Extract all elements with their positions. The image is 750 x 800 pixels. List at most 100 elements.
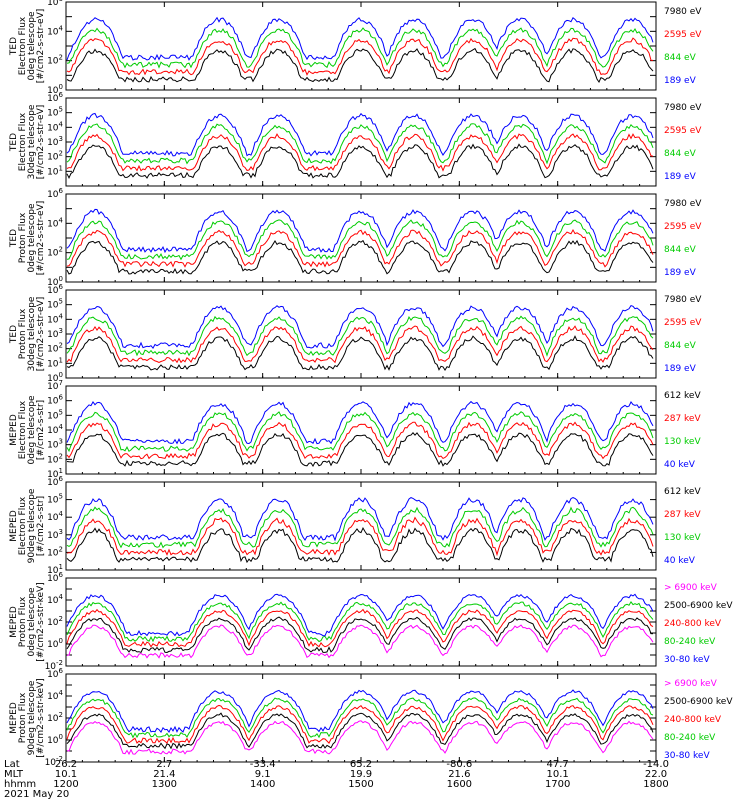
y-tick-label: 100	[47, 275, 63, 288]
series-line-1	[66, 624, 654, 659]
series-line-3	[66, 123, 654, 165]
legend-entry: 2500-6900 keV	[664, 697, 733, 707]
series-line-3	[66, 704, 654, 744]
series-line-4	[66, 208, 654, 254]
y-tick-label: 102	[47, 246, 63, 259]
legend-entry: 240-800 keV	[664, 619, 722, 629]
series-line-1	[66, 143, 654, 179]
y-tick-label: 102	[47, 452, 63, 465]
y-tick-label: 104	[47, 593, 63, 606]
y-tick-label: 101	[47, 467, 63, 480]
y-tick-label: 100	[47, 733, 63, 746]
y-tick-label: 10-2	[45, 659, 63, 672]
y-tick-label: 104	[47, 24, 63, 37]
legend-entry: > 6900 keV	[664, 679, 718, 689]
y-tick-label: 102	[47, 150, 63, 163]
series-line-1	[66, 720, 654, 756]
x-tick-label: 21.4	[153, 769, 175, 780]
legend-entry: 40 keV	[664, 556, 696, 566]
x-tick-label: 22.0	[645, 769, 667, 780]
series-line-3	[66, 506, 654, 549]
y-tick-label: 106	[47, 394, 63, 407]
x-tick-label: 1500	[348, 779, 373, 790]
x-tick-label: 1700	[545, 779, 570, 790]
legend-entry: 80-240 keV	[664, 733, 716, 743]
series-line-2	[66, 325, 654, 364]
x-tick-label: 1600	[447, 779, 472, 790]
y-tick-label: 103	[47, 528, 63, 541]
legend-entry: 189 eV	[664, 268, 697, 278]
x-tick-label: 9.1	[255, 769, 271, 780]
y-tick-label: 104	[47, 423, 63, 436]
legend-entry: 7980 eV	[664, 295, 702, 305]
y-tick-label: 105	[47, 493, 63, 506]
y-tick-label: 103	[47, 135, 63, 148]
legend-entry: 2500-6900 keV	[664, 601, 733, 611]
y-tick-label: 106	[47, 571, 63, 584]
x-tick-label: -14.0	[643, 759, 669, 770]
y-tick-label: 100	[47, 637, 63, 650]
y-tick-label: 105	[47, 298, 63, 311]
x-tick-label: -80.6	[446, 759, 472, 770]
series-line-3	[66, 608, 654, 648]
legend-entry: 2595 eV	[664, 222, 702, 232]
y-tick-label: 101	[47, 164, 63, 177]
y-tick-label: 103	[47, 438, 63, 451]
y-axis-label: MEPEDProton Flux0deg telescope[#/cm2-s-s…	[9, 582, 46, 661]
x-tick-label: 10.1	[547, 769, 569, 780]
legend-entry: 80-240 keV	[664, 637, 716, 647]
legend-entry: 130 keV	[664, 437, 701, 447]
series-line-1	[66, 527, 654, 564]
y-axis-label: TEDProton Flux0deg telescope[#/cm2-s-str…	[9, 201, 46, 276]
y-tick-label: 106	[47, 187, 63, 200]
legend-entry: 287 keV	[664, 510, 701, 520]
legend-entry: 2595 eV	[664, 126, 702, 136]
y-tick-label: 10-2	[45, 755, 63, 768]
series-line-2	[66, 516, 654, 557]
y-tick-label: 101	[47, 563, 63, 576]
y-tick-label: 107	[47, 379, 63, 392]
legend-entry: 189 eV	[664, 76, 697, 86]
x-tick-label: 19.9	[350, 769, 372, 780]
series-line-4	[66, 497, 654, 542]
series-line-3	[66, 219, 654, 261]
series-line-2	[66, 37, 654, 76]
xaxis-row-label-hhmm: hhmm	[4, 779, 36, 790]
xaxis-row-label-mlt: MLT	[4, 769, 24, 780]
x-tick-label: 21.6	[448, 769, 470, 780]
x-tick-label: 1800	[643, 779, 668, 790]
y-tick-label: 106	[47, 91, 63, 104]
y-tick-label: 103	[47, 327, 63, 340]
y-tick-label: 104	[47, 312, 63, 325]
y-tick-label: 100	[47, 83, 63, 96]
y-tick-label: 100	[47, 371, 63, 384]
x-tick-label: 1200	[53, 779, 78, 790]
y-tick-label: 105	[47, 408, 63, 421]
legend-entry: 287 keV	[664, 414, 701, 424]
series-line-2	[66, 228, 654, 268]
xaxis-date-label: 2021 May 20	[4, 789, 69, 800]
x-tick-label: 65.2	[350, 759, 372, 770]
y-tick-label: 106	[47, 667, 63, 680]
x-tick-label: 2.7	[156, 759, 172, 770]
x-tick-label: 47.7	[547, 759, 569, 770]
legend-entry: 7980 eV	[664, 103, 702, 113]
plot-frame	[65, 577, 657, 667]
series-line-4	[66, 697, 654, 739]
legend-entry: 189 eV	[664, 172, 697, 182]
series-line-2	[66, 616, 654, 654]
x-tick-label: 26.2	[55, 759, 77, 770]
y-tick-label: 102	[47, 615, 63, 628]
legend-entry: 844 eV	[664, 53, 697, 63]
plot-frame	[65, 481, 657, 571]
series-line-5	[66, 593, 654, 637]
legend-entry: 612 keV	[664, 391, 701, 401]
x-tick-label: 10.1	[55, 769, 77, 780]
